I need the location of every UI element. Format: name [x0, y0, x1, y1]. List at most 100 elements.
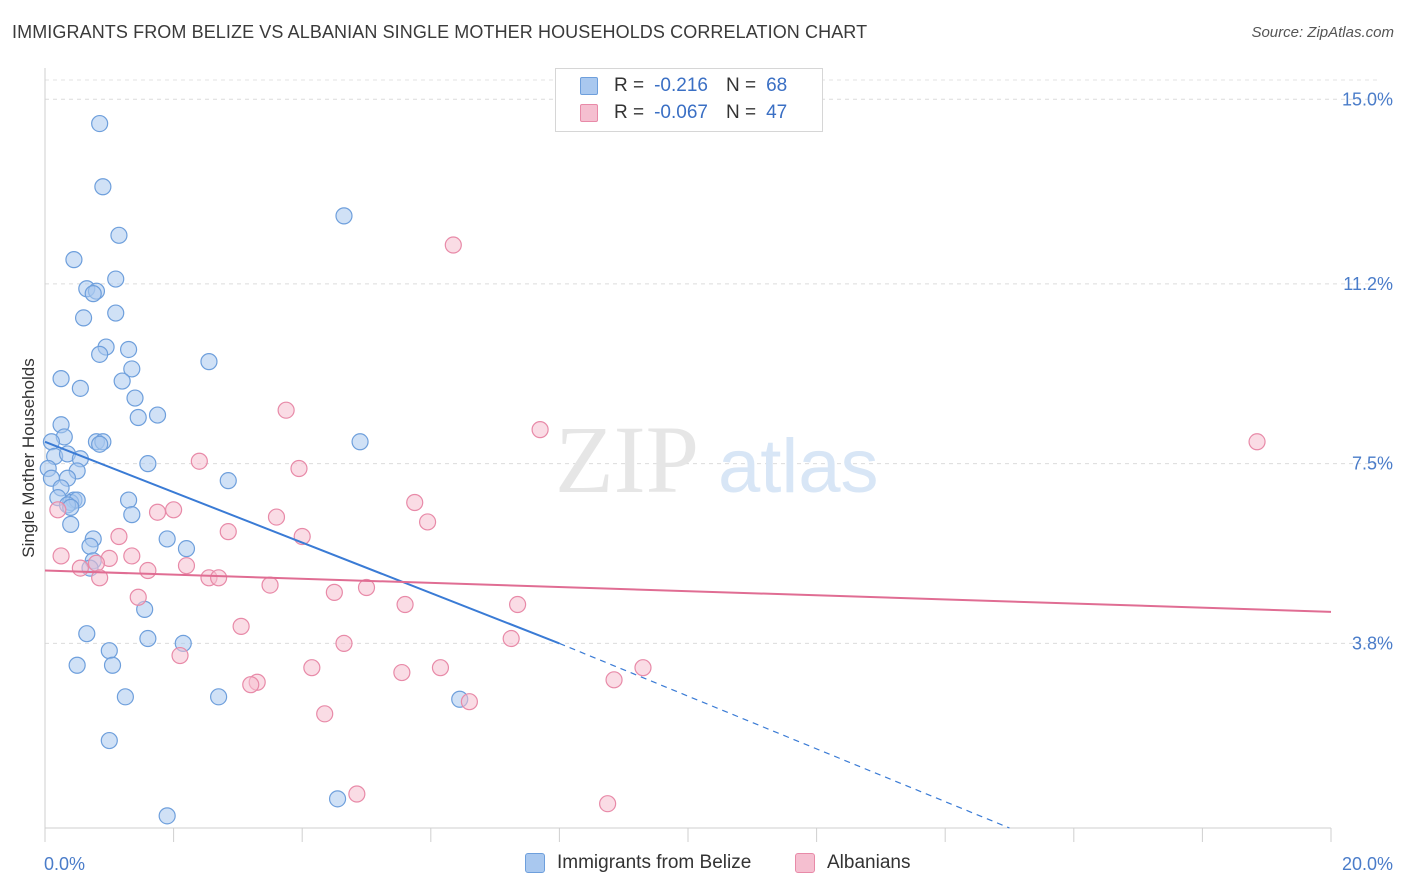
- data-point: [52, 370, 70, 388]
- data-point: [219, 472, 237, 490]
- legend-swatch-belize: [580, 77, 598, 95]
- data-point: [219, 523, 237, 541]
- data-point: [1248, 433, 1266, 451]
- data-point: [335, 634, 353, 652]
- series-1: [49, 236, 1266, 813]
- data-point: [393, 663, 411, 682]
- data-point: [100, 731, 118, 750]
- data-point: [129, 588, 147, 606]
- data-point: [123, 547, 141, 565]
- data-point: [139, 455, 157, 473]
- data-point: [110, 527, 128, 546]
- trend-line-extension: [559, 642, 1010, 829]
- data-point: [49, 501, 67, 519]
- data-point: [303, 659, 321, 677]
- data-point: [119, 340, 138, 359]
- data-point: [200, 353, 218, 371]
- data-point: [335, 207, 353, 225]
- data-point: [126, 389, 144, 407]
- data-point: [210, 569, 228, 587]
- bottom-legend-swatch-belize: [525, 853, 545, 873]
- data-point: [91, 114, 109, 133]
- series-0: [39, 114, 469, 825]
- data-point: [328, 790, 347, 808]
- data-point: [107, 304, 125, 322]
- data-point: [316, 705, 334, 723]
- y-tick-label: 15.0%: [1342, 89, 1393, 109]
- data-point: [502, 629, 520, 648]
- data-point: [531, 421, 549, 439]
- data-point: [396, 595, 414, 614]
- source-label: Source: ZipAtlas.com: [1251, 24, 1394, 41]
- y-tick-label: 7.5%: [1352, 454, 1393, 474]
- data-point: [123, 360, 141, 378]
- data-point: [71, 559, 89, 577]
- data-point: [68, 656, 86, 674]
- data-point: [509, 595, 527, 614]
- y-tick-label: 11.2%: [1343, 274, 1393, 294]
- legend-box: R = -0.216 N = 68 R = -0.067 N = 47: [555, 68, 823, 132]
- data-point: [325, 583, 343, 601]
- bottom-legend-label-belize: Immigrants from Belize: [557, 852, 752, 873]
- legend-r-value: -0.216: [654, 75, 708, 96]
- data-point: [116, 688, 134, 706]
- data-point: [78, 625, 96, 643]
- y-axis-label: Single Mother Households: [19, 358, 38, 557]
- data-point: [107, 270, 125, 288]
- data-point: [348, 785, 366, 803]
- legend-swatch-albanians: [580, 104, 598, 122]
- data-point: [190, 452, 208, 470]
- data-point: [158, 530, 176, 548]
- trend-line: [44, 569, 1332, 613]
- data-point: [431, 659, 450, 677]
- data-point: [129, 408, 147, 427]
- data-point: [87, 554, 106, 572]
- data-point: [444, 236, 462, 254]
- data-point: [110, 226, 128, 244]
- data-point: [148, 503, 167, 521]
- x-tick-label-max: 20.0%: [1342, 854, 1393, 874]
- data-point: [267, 508, 286, 526]
- data-point: [357, 578, 376, 597]
- data-point: [91, 435, 109, 453]
- data-point: [232, 617, 250, 635]
- legend-n-label: N =: [725, 102, 757, 123]
- data-point: [52, 547, 70, 565]
- data-point: [177, 557, 196, 575]
- legend-row-belize: R = -0.216 N = 68: [580, 73, 787, 99]
- data-point: [84, 285, 102, 303]
- data-point: [460, 693, 478, 711]
- data-point: [158, 807, 176, 825]
- data-point: [139, 561, 157, 580]
- data-point: [171, 646, 189, 665]
- data-point: [406, 493, 424, 512]
- bottom-legend-label-albanians: Albanians: [827, 852, 911, 873]
- trend-line: [44, 440, 560, 645]
- data-point: [210, 688, 228, 706]
- data-point: [165, 501, 183, 519]
- legend-n-label: N =: [725, 75, 757, 96]
- y-tick-label: 3.8%: [1352, 633, 1393, 653]
- data-point: [91, 569, 109, 587]
- x-tick-label-min: 0.0%: [44, 854, 85, 874]
- data-point: [94, 178, 112, 196]
- data-point: [418, 513, 437, 531]
- bottom-legend-swatch-albanians: [795, 853, 815, 873]
- data-point: [103, 656, 122, 674]
- data-point: [277, 401, 295, 419]
- data-point: [65, 251, 83, 269]
- bottom-legend-albanians: Albanians: [795, 852, 910, 874]
- chart-title: IMMIGRANTS FROM BELIZE VS ALBANIAN SINGL…: [12, 22, 868, 42]
- data-point: [74, 309, 93, 327]
- data-point: [62, 515, 80, 533]
- data-point: [605, 671, 623, 689]
- data-point: [290, 459, 308, 478]
- legend-r-label: R =: [614, 75, 645, 96]
- data-point: [100, 642, 118, 660]
- data-point: [119, 491, 138, 509]
- data-point: [261, 576, 279, 594]
- data-point: [81, 537, 99, 555]
- data-point: [139, 629, 157, 648]
- data-point: [177, 540, 196, 558]
